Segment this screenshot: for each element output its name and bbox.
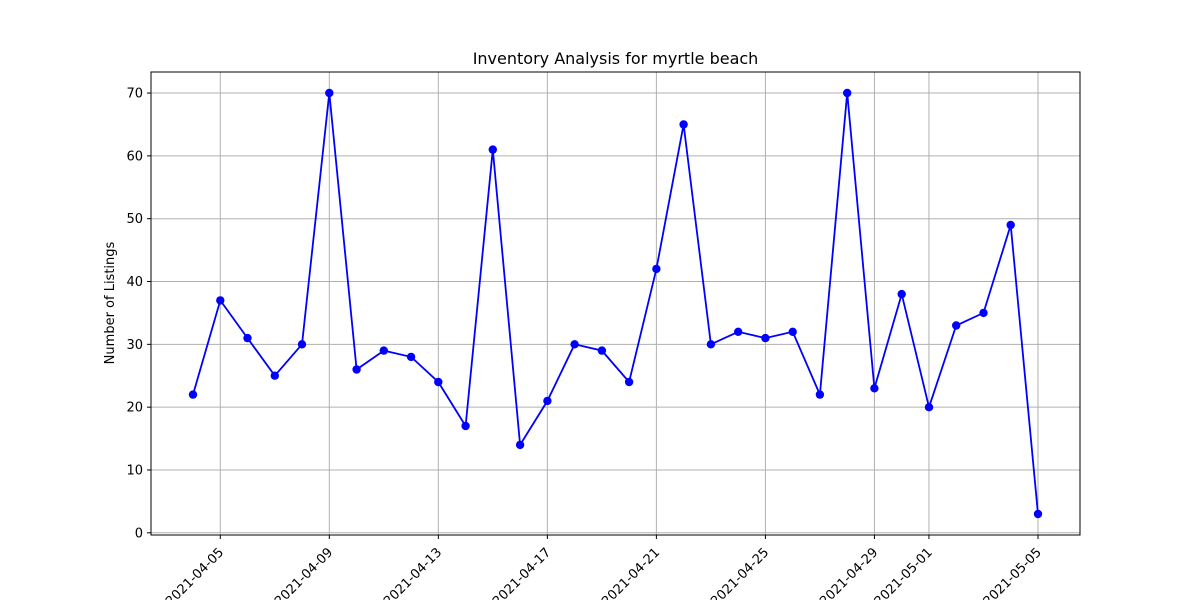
x-tick-label: 2021-05-05 [981,545,1045,600]
data-point [270,371,279,380]
x-tick-label: 2021-04-17 [490,545,554,600]
data-point [325,88,334,98]
axis-ticks: 0 10 20 30 40 50 60 70 2021-04-05 2021-04-09 2021-… [126,87,1044,600]
grid-lines [151,72,1080,535]
x-tick-label: 2021-04-09 [272,545,336,600]
data-point [624,377,634,387]
data-point [679,120,688,129]
x-tick-label: 2021-04-13 [381,545,445,600]
y-tick-label: 0 [135,526,143,541]
data-point [597,346,607,355]
x-tick-label: 2021-04-21 [599,545,663,600]
x-tick-label: 2021-04-05 [163,545,227,600]
data-point [897,289,906,299]
data-point [734,327,743,336]
data-point [243,333,252,343]
data-point [461,421,470,431]
data-point [216,296,225,305]
data-point [870,384,879,393]
y-tick-label: 20 [126,401,143,416]
y-tick-label: 30 [126,338,143,353]
y-axis-label: Number of Listings [103,241,118,364]
data-point [488,145,497,154]
y-tick-label: 60 [126,149,143,164]
y-tick-label: 50 [126,212,143,227]
data-point [434,377,443,387]
data-point [379,346,388,355]
data-point [1033,509,1043,519]
x-tick-label: 2021-05-01 [872,545,936,600]
data-point [515,440,525,450]
data-point [843,88,852,98]
series-line [192,92,1039,515]
chart-title: Inventory Analysis for myrtle beach [473,49,759,68]
data-point [706,340,716,349]
data-point [761,333,770,343]
data-point [543,396,552,406]
data-point [815,390,825,399]
data-points [188,88,1043,519]
data-point [297,340,307,349]
data-point [652,264,661,274]
data-point [952,321,961,330]
data-point [570,340,579,349]
y-tick-label: 40 [126,275,143,290]
data-point [1006,220,1015,230]
data-point [924,403,934,412]
y-tick-label: 70 [126,87,143,102]
data-point [352,365,361,374]
x-tick-label: 2021-04-29 [817,545,881,600]
y-tick-label: 10 [126,463,143,478]
plot-frame [150,71,1081,536]
data-point [406,352,416,362]
data-point [188,390,198,399]
data-point [979,308,988,318]
x-tick-label: 2021-04-25 [708,545,772,600]
data-point [788,327,797,336]
